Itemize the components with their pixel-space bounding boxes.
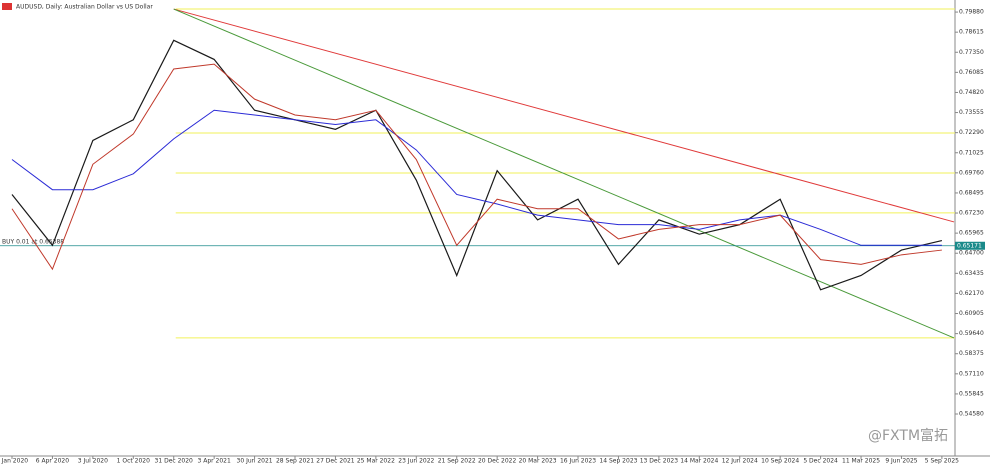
x-tick-label: 11 Mar 2025	[842, 458, 880, 465]
y-tick-label: 0.68495	[959, 189, 984, 196]
y-tick-label: 0.74820	[959, 89, 984, 96]
series-line	[11, 63, 942, 271]
symbol-icon	[2, 3, 12, 10]
x-tick-label: 3 Jul 2020	[78, 458, 108, 465]
x-tick-label: 30 Jun 2021	[237, 458, 273, 465]
y-tick-label: 0.71025	[959, 149, 984, 156]
x-tick-label: 9 Jun 2025	[885, 458, 917, 465]
y-tick-label: 0.67230	[959, 210, 984, 217]
x-tick-label: 20 Mar 2023	[519, 458, 557, 465]
y-tick-label: 0.73555	[959, 109, 984, 116]
x-tick-label: 25 Mar 2022	[357, 458, 395, 465]
y-tick-label: 0.63435	[959, 270, 984, 277]
y-tick-label: 0.64700	[959, 250, 984, 257]
x-tick-label: 3 Apr 2021	[198, 458, 231, 465]
x-tick-label: 16 Jun 2023	[560, 458, 596, 465]
x-tick-label: 21 Sep 2022	[438, 458, 476, 465]
current-price-label: 0.65171	[957, 242, 982, 249]
y-tick-label: 0.77350	[959, 49, 984, 56]
x-tick-label: 27 Dec 2021	[316, 458, 355, 465]
x-tick-label: 20 Dec 2022	[478, 458, 517, 465]
y-tick-label: 0.62170	[959, 290, 984, 297]
x-tick-label: 5 Dec 2024	[803, 458, 838, 465]
y-tick-label: 0.55845	[959, 390, 984, 397]
current-price-badge	[955, 241, 985, 250]
x-tick-label: 1 Oct 2020	[117, 458, 150, 465]
y-tick-label: 0.54580	[959, 411, 984, 418]
order-label: BUY 0.01 at 0.65388	[2, 238, 64, 245]
x-tick-label: 10 Sep 2024	[761, 458, 799, 465]
x-tick-label: 5 Sep 2025	[925, 458, 959, 465]
y-tick-label: 0.58375	[959, 350, 984, 357]
x-tick-label: 31 Dec 2020	[155, 458, 194, 465]
series-line	[11, 109, 942, 246]
trendline	[173, 8, 955, 339]
y-tick-label: 0.60905	[959, 310, 984, 317]
y-tick-label: 0.59640	[959, 330, 984, 337]
series-line	[11, 39, 943, 291]
y-tick-label: 0.79880	[959, 9, 984, 16]
chart-title: AUDUSD, Daily: Australian Dollar vs US D…	[16, 4, 153, 11]
y-tick-label: 0.76085	[959, 69, 984, 76]
x-tick-label: 28 Sep 2021	[276, 458, 314, 465]
y-tick-label: 0.65965	[959, 230, 984, 237]
y-tick-label: 0.57110	[959, 370, 984, 377]
y-tick-label: 0.72290	[959, 129, 984, 136]
x-tick-label: 2 Jan 2020	[0, 458, 28, 465]
x-tick-label: 6 Apr 2020	[36, 458, 69, 465]
x-tick-label: 12 Jun 2024	[722, 458, 758, 465]
y-tick-label: 0.78615	[959, 29, 984, 36]
x-tick-label: 14 Sep 2023	[599, 458, 637, 465]
x-tick-label: 23 Jun 2022	[398, 458, 434, 465]
x-tick-label: 14 Mar 2024	[680, 458, 718, 465]
watermark: @FXTM富拓	[868, 427, 948, 444]
trendline	[173, 8, 955, 223]
x-tick-label: 13 Dec 2023	[640, 458, 679, 465]
y-tick-label: 0.69760	[959, 169, 984, 176]
